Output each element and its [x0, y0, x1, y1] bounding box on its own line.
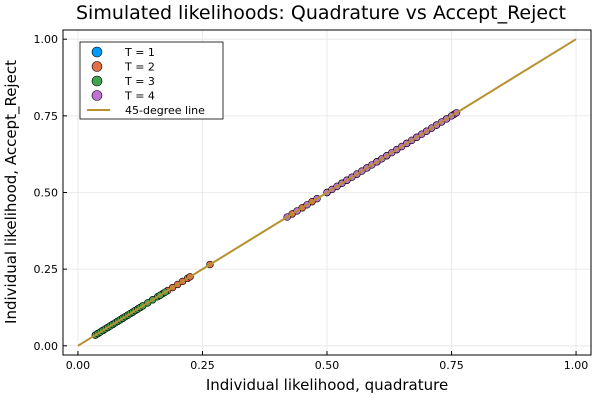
legend: T = 1 T = 2T = 3 T = 445-degree line: [79, 41, 224, 120]
legend-marker-3: [91, 75, 103, 87]
chart-title: Simulated likelihoods: Quadrature vs Acc…: [76, 2, 566, 24]
x-tick-label-2: 0.50: [315, 359, 340, 372]
legend-label-1: T = 1: [124, 46, 155, 59]
x-tick-label-0: 0.00: [66, 359, 91, 372]
legend-marker-1: [91, 46, 103, 58]
y-tick-label-3: 0.75: [34, 110, 59, 123]
x-tick-label-1: 0.25: [190, 359, 215, 372]
legend-label-4: T = 4: [124, 90, 155, 103]
legend-label-5: 45-degree line: [125, 104, 205, 117]
legend-marker-2: [91, 61, 103, 72]
legend-label-2: T = 2: [124, 61, 155, 74]
y-axis-label: Individual likelihood, Accept_Reject: [2, 60, 21, 324]
y-tick-label-0: 0.00: [34, 340, 59, 353]
legend-label-3: T = 3: [124, 75, 155, 88]
y-tick-label-1: 0.25: [34, 263, 59, 276]
y-tick-label-2: 0.50: [34, 187, 59, 200]
y-tick-label-4: 1.00: [34, 33, 59, 46]
x-tick-label-4: 1.00: [564, 359, 589, 372]
reference-line: [77, 38, 577, 347]
axis-ticks: 0.00 0.25 0.50 0.75 1.00 0.00 0.25 0.50 0.75 1.00: [34, 33, 589, 372]
legend-marker-4: [91, 90, 103, 101]
data-marks: [77, 38, 577, 347]
x-axis-label: Individual likelihood, quadrature: [206, 376, 448, 394]
legend-box: [79, 41, 224, 120]
x-tick-label-3: 0.75: [439, 359, 464, 372]
